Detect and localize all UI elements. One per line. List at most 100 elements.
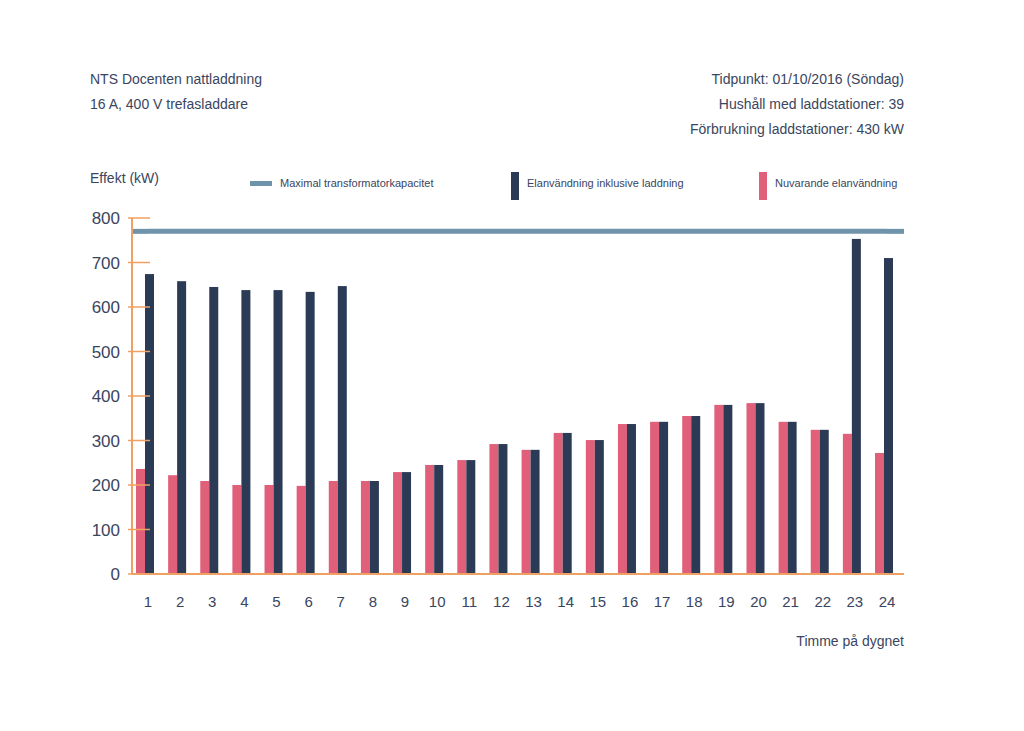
y-tick xyxy=(128,484,150,486)
bar xyxy=(595,440,604,574)
bar xyxy=(200,481,209,574)
title: NTS Docenten nattladdning xyxy=(90,71,262,87)
bar xyxy=(232,485,241,574)
bar xyxy=(393,472,402,574)
x-tick-label: 21 xyxy=(782,593,799,610)
bar xyxy=(563,433,572,574)
bar xyxy=(434,465,443,574)
bar xyxy=(788,422,797,574)
legend-swatch xyxy=(759,172,767,200)
x-tick-label: 12 xyxy=(493,593,510,610)
x-tick-label: 10 xyxy=(429,593,446,610)
bar xyxy=(875,453,884,574)
bar xyxy=(498,444,507,574)
annotation: Hushåll med laddstationer: 39 xyxy=(719,96,904,112)
y-tick xyxy=(128,395,150,397)
bar xyxy=(466,460,475,574)
bar xyxy=(779,422,788,574)
y-tick-label: 0 xyxy=(111,565,120,584)
x-tick-label: 22 xyxy=(814,593,831,610)
bar xyxy=(554,433,563,574)
bar xyxy=(425,465,434,574)
bar xyxy=(586,440,595,574)
bar xyxy=(457,460,466,574)
x-tick-label: 5 xyxy=(272,593,280,610)
bar xyxy=(168,475,177,574)
bar xyxy=(274,290,283,574)
bar xyxy=(714,405,723,574)
y-tick xyxy=(128,440,150,442)
y-tick xyxy=(128,262,150,264)
legend-label: Elanvändning inklusive laddning xyxy=(527,177,684,189)
bar xyxy=(659,422,668,574)
line-extension xyxy=(132,229,148,234)
y-tick xyxy=(128,351,150,353)
y-tick xyxy=(128,306,150,308)
bar xyxy=(177,281,186,574)
x-tick-label: 14 xyxy=(557,593,574,610)
y-tick-label: 700 xyxy=(92,254,120,273)
subtitle: 16 A, 400 V trefasladdare xyxy=(90,96,248,112)
x-tick-label: 15 xyxy=(589,593,606,610)
x-tick-label: 11 xyxy=(462,593,478,610)
x-tick-label: 16 xyxy=(622,593,639,610)
bar xyxy=(297,486,306,574)
x-tick-label: 4 xyxy=(240,593,248,610)
annotation: Tidpunkt: 01/10/2016 (Söndag) xyxy=(711,71,904,87)
x-tick-label: 8 xyxy=(369,593,377,610)
x-tick-label: 7 xyxy=(337,593,345,610)
bar xyxy=(691,416,700,574)
y-tick xyxy=(128,217,150,219)
bar xyxy=(843,434,852,574)
bar xyxy=(650,422,659,574)
y-tick-label: 600 xyxy=(92,298,120,317)
legend-label: Maximal transformatorkapacitet xyxy=(280,177,433,189)
y-tick-label: 800 xyxy=(92,209,120,228)
legend-swatch xyxy=(511,172,519,200)
bar xyxy=(682,416,691,574)
bar xyxy=(361,481,370,574)
line-extension xyxy=(887,229,904,234)
plot-area xyxy=(132,231,904,574)
x-tick-label: 3 xyxy=(208,593,216,610)
y-axis-label: Effekt (kW) xyxy=(90,170,159,186)
bar xyxy=(265,485,274,574)
bar xyxy=(746,403,755,574)
bar xyxy=(489,444,498,574)
bar xyxy=(627,424,636,574)
bar xyxy=(329,481,338,574)
bar xyxy=(209,287,218,574)
x-tick-label: 13 xyxy=(525,593,542,610)
x-tick-label: 20 xyxy=(750,593,767,610)
x-tick-label: 6 xyxy=(304,593,312,610)
bar xyxy=(402,472,411,574)
annotation: Förbrukning laddstationer: 430 kW xyxy=(690,121,905,137)
bar xyxy=(241,290,250,574)
line xyxy=(148,229,887,234)
bar xyxy=(755,403,764,574)
bar xyxy=(370,481,379,574)
y-tick xyxy=(128,573,150,575)
chart: NTS Docenten nattladdning 16 A, 400 V tre… xyxy=(0,0,1024,731)
bar xyxy=(618,424,627,574)
y-tick xyxy=(128,529,150,531)
bar xyxy=(811,430,820,574)
bar xyxy=(338,286,347,574)
x-tick-label: 23 xyxy=(847,593,864,610)
x-tick-label: 1 xyxy=(144,593,152,610)
y-tick-label: 400 xyxy=(92,387,120,406)
legend-label: Nuvarande elanvändning xyxy=(775,177,897,189)
bar xyxy=(522,450,531,574)
y-tick-label: 300 xyxy=(92,432,120,451)
bar xyxy=(852,239,861,574)
x-tick-label: 19 xyxy=(718,593,735,610)
x-axis-label: Timme på dygnet xyxy=(796,633,904,649)
x-tick-label: 18 xyxy=(686,593,703,610)
x-axis xyxy=(132,573,904,575)
bar xyxy=(306,292,315,574)
bar xyxy=(884,258,893,574)
x-tick-label: 24 xyxy=(879,593,896,610)
y-tick-label: 200 xyxy=(92,476,120,495)
bar xyxy=(820,430,829,574)
x-tick-label: 17 xyxy=(654,593,671,610)
